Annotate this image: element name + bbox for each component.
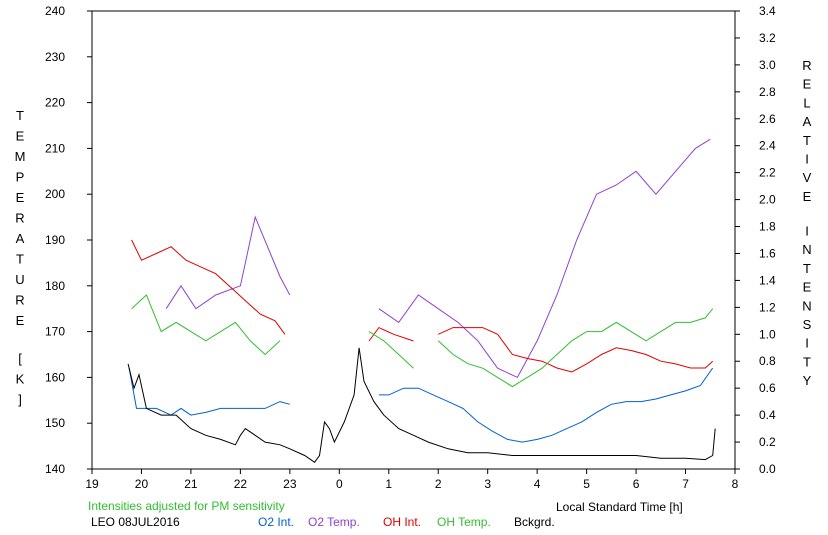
x-axis: 19 20 21 22 23 0 1 2 3 4 5 6 7 8 — [85, 469, 739, 491]
legend-entry: O2 Temp. — [308, 515, 360, 529]
sensitivity-note: Intensities adjusted for PM sensitivity — [88, 499, 285, 513]
legend-entry: OH Int. — [383, 515, 421, 529]
x-tick-label: 8 — [732, 477, 739, 491]
legend: O2 Int. O2 Temp. OH Int. OH Temp. Bckgrd. — [258, 515, 555, 529]
right-axis-letter: Y — [803, 373, 812, 388]
series-line-o2-temp — [165, 138, 711, 379]
x-tick-label: 21 — [184, 477, 198, 491]
left-axis-letter: M — [15, 149, 26, 164]
left-axis-letter: ] — [18, 392, 22, 407]
right-axis-letter: T — [803, 133, 811, 148]
left-axis-letter: E — [16, 313, 25, 328]
right-tick-label: 2.0 — [759, 193, 776, 207]
right-tick-label: 0.4 — [759, 408, 776, 422]
left-tick-label: 220 — [45, 96, 65, 110]
left-axis-letter: R — [15, 211, 24, 226]
left-axis: 140 150 160 170 180 190 200 210 220 230 240 — [45, 4, 92, 476]
right-axis-letter: E — [803, 280, 812, 295]
right-axis: 0.0 0.2 0.4 0.6 0.8 1.0 1.2 1.4 1.6 1.8 2.0 2.2 2.4 2… — [735, 4, 776, 476]
right-tick-label: 0.0 — [759, 462, 776, 476]
right-axis-letter: S — [803, 317, 812, 332]
right-axis-letter: N — [802, 298, 811, 313]
left-axis-letter: R — [15, 293, 24, 308]
left-axis-letter: K — [16, 371, 25, 386]
right-tick-label: 0.2 — [759, 435, 776, 449]
x-tick-label: 2 — [435, 477, 442, 491]
x-tick-label: 3 — [484, 477, 491, 491]
left-tick-label: 240 — [45, 4, 65, 18]
left-tick-label: 170 — [45, 325, 65, 339]
legend-entry: OH Temp. — [437, 515, 491, 529]
left-tick-label: 180 — [45, 279, 65, 293]
left-tick-label: 150 — [45, 416, 65, 430]
left-axis-letter: E — [16, 129, 25, 144]
right-axis-letter: E — [803, 189, 812, 204]
legend-entry: Bckgrd. — [514, 515, 555, 529]
right-axis-letter: I — [805, 223, 809, 238]
right-tick-label: 1.2 — [759, 300, 776, 314]
series-layer — [127, 138, 716, 463]
x-tick-label: 6 — [633, 477, 640, 491]
right-axis-letter: I — [805, 336, 809, 351]
series-line-o2-int — [128, 367, 714, 443]
left-axis-letter: E — [16, 190, 25, 205]
x-tick-label: 7 — [682, 477, 689, 491]
x-axis-label: Local Standard Time [h] — [556, 500, 683, 514]
left-tick-label: 140 — [45, 462, 65, 476]
x-tick-label: 5 — [583, 477, 590, 491]
left-tick-label: 160 — [45, 370, 65, 384]
series-line-oh-temp — [131, 294, 714, 388]
right-axis-letter: I — [805, 152, 809, 167]
station-date: LEO 08JUL2016 — [91, 515, 180, 529]
right-tick-label: 0.8 — [759, 354, 776, 368]
right-axis-letter: R — [802, 58, 811, 73]
right-tick-label: 3.2 — [759, 31, 776, 45]
right-axis-letter: N — [802, 242, 811, 257]
right-tick-label: 3.4 — [759, 4, 776, 18]
plot-frame — [91, 10, 736, 470]
left-tick-label: 230 — [45, 50, 65, 64]
right-tick-label: 1.4 — [759, 273, 776, 287]
left-axis-letter: T — [16, 252, 24, 267]
x-tick-label: 1 — [385, 477, 392, 491]
x-tick-label: 20 — [135, 477, 149, 491]
right-axis-letter: V — [803, 170, 812, 185]
right-tick-label: 1.6 — [759, 246, 776, 260]
left-axis-letter: A — [16, 231, 25, 246]
left-axis-letter: T — [16, 108, 24, 123]
left-tick-label: 190 — [45, 233, 65, 247]
right-tick-label: 1.8 — [759, 220, 776, 234]
right-tick-label: 3.0 — [759, 58, 776, 72]
series-line-oh-int — [131, 239, 714, 373]
right-axis-letter: E — [803, 77, 812, 92]
left-axis-letter: U — [15, 272, 24, 287]
right-tick-label: 0.6 — [759, 381, 776, 395]
left-tick-label: 200 — [45, 187, 65, 201]
right-axis-letter: T — [803, 354, 811, 369]
right-axis-letter: A — [803, 114, 812, 129]
legend-entry: O2 Int. — [258, 515, 294, 529]
right-tick-label: 2.8 — [759, 85, 776, 99]
right-axis-letter: T — [803, 261, 811, 276]
x-tick-label: 22 — [234, 477, 248, 491]
x-tick-label: 4 — [534, 477, 541, 491]
right-tick-label: 1.0 — [759, 327, 776, 341]
right-tick-label: 2.2 — [759, 166, 776, 180]
right-tick-label: 2.6 — [759, 112, 776, 126]
right-axis-letter: L — [803, 95, 810, 110]
right-tick-label: 2.4 — [759, 139, 776, 153]
x-tick-label: 23 — [283, 477, 297, 491]
left-axis-letter: P — [16, 170, 25, 185]
x-tick-label: 19 — [85, 477, 99, 491]
x-tick-label: 0 — [336, 477, 343, 491]
left-tick-label: 210 — [45, 141, 65, 155]
left-axis-letter: [ — [18, 351, 22, 366]
series-line-bckgrd — [127, 347, 716, 463]
